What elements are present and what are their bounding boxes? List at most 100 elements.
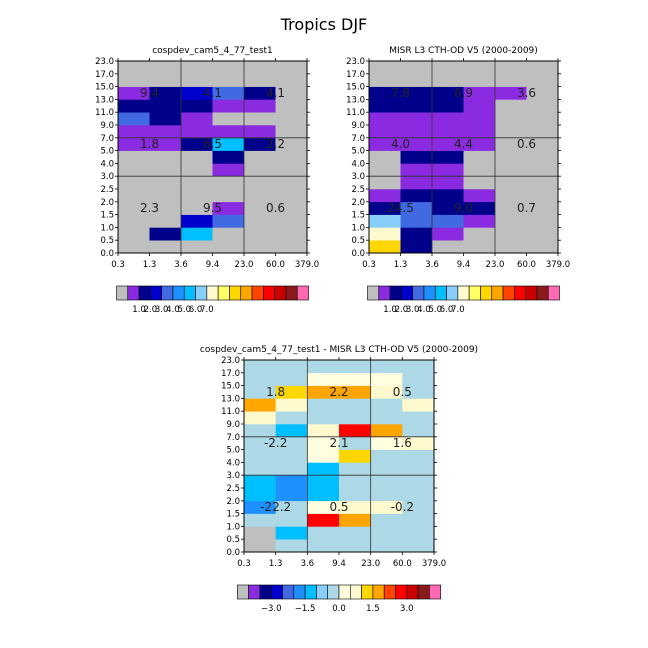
y-tick-label: 9.0: [351, 121, 365, 131]
heatmap-cell: [118, 112, 150, 126]
heatmap-cell: [118, 227, 150, 241]
heatmap-cell: [149, 227, 182, 241]
heatmap-cell: [244, 424, 276, 438]
heatmap-cell: [369, 189, 401, 203]
heatmap-cell: [463, 240, 496, 254]
colorbar-swatch: [251, 285, 264, 301]
heatmap-cell: [370, 411, 403, 425]
heatmap-cell: [370, 475, 403, 489]
colorbar-swatch: [389, 285, 402, 301]
summary-value: 0.5: [393, 385, 412, 399]
heatmap-cell: [369, 99, 401, 113]
colorbar-swatch: [536, 285, 549, 301]
heatmap-cell: [495, 61, 527, 75]
heatmap-cell: [495, 163, 527, 177]
y-tick-label: 4.0: [100, 159, 114, 169]
summary-value: 9.4: [140, 86, 159, 100]
heatmap-cell: [212, 227, 245, 241]
heatmap-cell: [402, 462, 435, 476]
heatmap-cell: [526, 99, 559, 113]
heatmap-cell: [275, 488, 308, 502]
y-tick-label: 3.0: [100, 172, 114, 182]
heatmap-cell: [275, 163, 308, 177]
heatmap-cell: [463, 150, 496, 164]
heatmap-cell: [495, 176, 527, 190]
heatmap-cell: [400, 86, 433, 100]
heatmap-cell: [400, 163, 433, 177]
heatmap-cell: [369, 150, 401, 164]
heatmap-cell: [432, 61, 464, 75]
heatmap-cell: [275, 360, 308, 374]
summary-value: 4.4: [454, 137, 473, 151]
colorbar-label: 7.0: [451, 305, 465, 315]
heatmap-cell: [526, 189, 559, 203]
colorbar-swatch: [395, 584, 408, 600]
x-tick-label: 0.3: [111, 260, 125, 270]
heatmap-cell: [402, 526, 435, 540]
heatmap-cell: [181, 125, 213, 139]
heatmap-cell: [149, 99, 182, 113]
heatmap-cell: [212, 137, 245, 151]
colorbar-swatch: [293, 584, 306, 600]
heatmap-cell: [339, 411, 371, 425]
heatmap-cell: [244, 201, 276, 215]
heatmap-cell: [400, 176, 433, 190]
heatmap-cell: [432, 112, 464, 126]
heatmap-cell: [244, 150, 276, 164]
heatmap-cell: [212, 201, 245, 215]
heatmap-cell: [370, 385, 403, 399]
x-tick-label: 1.3: [143, 260, 157, 270]
heatmap-cell: [244, 462, 276, 476]
heatmap-cell: [526, 176, 559, 190]
heatmap-cell: [244, 411, 276, 425]
heatmap-cell: [275, 189, 308, 203]
colorbar-swatch: [491, 285, 504, 301]
heatmap-cell: [339, 360, 371, 374]
heatmap-cell: [432, 137, 464, 151]
panel-title: cospdev_cam5_4_77_test1 - MISR L3 CTH-OD…: [200, 345, 478, 355]
heatmap-cell: [495, 240, 527, 254]
colorbar-label: 1.0: [132, 305, 146, 315]
colorbar-label: −3.0: [261, 604, 282, 614]
heatmap-cell: [526, 137, 559, 151]
heatmap-cell: [244, 86, 276, 100]
colorbar-label: 3.0: [400, 604, 414, 614]
y-tick-label: 13.0: [346, 95, 365, 105]
summary-value: 6.9: [454, 86, 473, 100]
colorbar-swatch: [240, 285, 253, 301]
heatmap-cell: [244, 500, 276, 514]
heatmap-cell: [369, 137, 401, 151]
colorbar-swatch: [248, 584, 261, 600]
x-tick-label: 1.3: [269, 559, 283, 569]
heatmap-cell: [244, 526, 276, 540]
heatmap-cell: [118, 189, 150, 203]
colorbar-swatch: [183, 285, 196, 301]
heatmap-cell: [212, 214, 245, 228]
x-tick-label: 3.6: [425, 260, 439, 270]
heatmap-cell: [463, 137, 496, 151]
heatmap-cell: [495, 150, 527, 164]
y-tick-label: 5.0: [100, 147, 114, 157]
heatmap-cell: [212, 189, 245, 203]
heatmap-cell: [369, 240, 401, 254]
summary-value: 6.5: [203, 137, 222, 151]
colorbar-swatch: [338, 584, 351, 600]
heatmap-cell: [369, 61, 401, 75]
colorbar-swatch: [296, 285, 309, 301]
heatmap-cell: [400, 112, 433, 126]
heatmap-cell: [402, 424, 435, 438]
colorbar-swatch: [270, 584, 283, 600]
y-tick-label: 9.0: [100, 121, 114, 131]
colorbar-label: 3.0: [406, 305, 420, 315]
heatmap-cell: [400, 125, 433, 139]
y-tick-label: 13.0: [95, 95, 114, 105]
heatmap-cell: [181, 150, 213, 164]
colorbar-swatch: [150, 285, 162, 301]
y-tick-label: 13.0: [221, 394, 240, 404]
heatmap-cell: [244, 125, 276, 139]
summary-value: 0.6: [517, 137, 536, 151]
heatmap-cell: [526, 163, 559, 177]
summary-value: 2.2: [266, 137, 285, 151]
x-tick-label: 0.3: [362, 260, 376, 270]
